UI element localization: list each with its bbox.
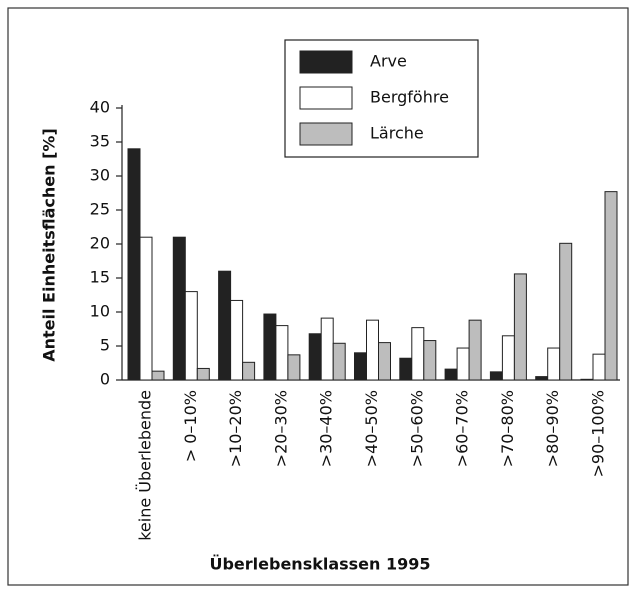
bar: [308, 333, 322, 381]
bar: [151, 370, 165, 381]
bar: [592, 353, 606, 381]
bar: [172, 236, 186, 381]
bar: [196, 367, 210, 381]
bar: [354, 352, 367, 381]
bar: [127, 148, 141, 381]
y-tick-label: 30: [90, 166, 110, 185]
frame: [7, 7, 629, 586]
bar: [580, 378, 594, 381]
bar: [287, 354, 301, 381]
bar: [489, 371, 503, 381]
x-tick-label: >60–70%: [453, 390, 472, 467]
x-tick-label: >70–80%: [498, 390, 517, 467]
bar: [242, 361, 256, 381]
legend-swatch: [299, 86, 353, 110]
bar: [366, 319, 379, 381]
bar: [559, 242, 573, 381]
bar: [513, 273, 527, 381]
bar: [378, 342, 391, 381]
bar: [399, 357, 413, 381]
y-axis-label: Anteil Einheitsflächen [%]: [40, 128, 59, 362]
bar: [456, 347, 470, 381]
x-tick-label: keine Überlebende: [136, 390, 155, 541]
x-tick-label: >80–90%: [543, 390, 562, 467]
x-tick-label: >50–60%: [407, 390, 426, 467]
x-tick-label: >10–20%: [226, 390, 245, 467]
legend-swatch: [299, 50, 353, 74]
bar: [501, 335, 515, 381]
y-tick-label: 25: [90, 200, 110, 219]
legend-label: Arve: [370, 52, 407, 71]
bar: [604, 191, 618, 381]
x-axis-label: Überlebensklassen 1995: [209, 555, 430, 574]
bar: [218, 270, 232, 381]
bar: [184, 291, 198, 381]
bar: [320, 317, 334, 381]
x-tick-label: >20–30%: [271, 390, 290, 467]
bar: [423, 340, 437, 381]
y-tick-label: 5: [100, 336, 110, 355]
bar: [535, 376, 549, 381]
x-tick-label: >30–40%: [317, 390, 336, 467]
bar: [139, 236, 153, 381]
x-tick-label: > 0–10%: [181, 390, 200, 462]
legend-swatch: [299, 122, 353, 146]
y-tick-label: 0: [100, 370, 110, 389]
bar: [332, 342, 346, 381]
x-tick-label: >40–50%: [362, 390, 381, 467]
y-tick-label: 35: [90, 132, 110, 151]
bar: [547, 347, 561, 381]
y-tick-label: 40: [90, 98, 110, 117]
bar: [230, 299, 244, 381]
y-tick-label: 15: [90, 268, 110, 287]
x-tick-label: >90–100%: [589, 390, 608, 478]
bar: [263, 313, 277, 381]
bar: [444, 368, 458, 381]
bar: [275, 325, 289, 381]
legend-label: Bergföhre: [370, 88, 449, 107]
legend-label: Lärche: [370, 124, 424, 143]
bar: [411, 327, 425, 381]
bar: [468, 319, 482, 381]
y-tick-label: 20: [90, 234, 110, 253]
y-tick-label: 10: [90, 302, 110, 321]
